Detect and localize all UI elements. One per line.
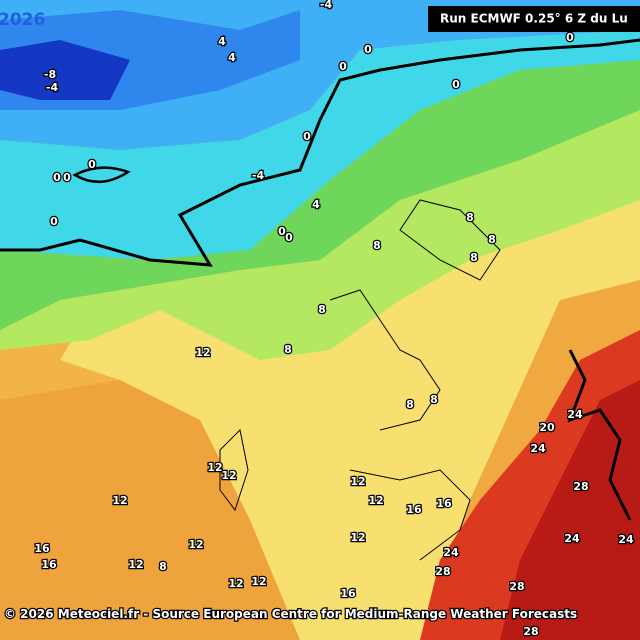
contour-label: 12 [368,494,383,507]
contour-label: 12 [112,494,127,507]
contour-label: 8 [159,560,167,573]
contour-label: 24 [564,532,580,545]
contour-label: 8 [406,398,414,411]
contour-label: 12 [251,575,266,588]
contour-label: 24 [443,546,459,559]
contour-label: 4 [228,51,236,64]
contour-label: 12 [195,346,210,359]
contour-label: 0 [53,171,61,184]
contour-label: 20 [539,421,555,434]
contour-label: 24 [530,442,546,455]
contour-label: 16 [34,542,50,555]
run-title: Run ECMWF 0.25° 6 Z du Lu [440,12,628,26]
contour-label: 24 [567,408,583,421]
contour-label: 12 [207,461,222,474]
contour-label: -4 [46,81,59,94]
contour-label: 28 [435,565,450,578]
contour-label: 8 [373,239,381,252]
contour-label: 8 [284,343,292,356]
contour-label: 8 [430,393,438,406]
contour-label: 8 [466,211,474,224]
contour-label: 28 [573,480,588,493]
contour-label: 8 [470,251,478,264]
year-stamp: 2026 [0,10,45,30]
contour-label: 16 [406,503,422,516]
contour-label: -4 [320,0,333,11]
contour-label: 12 [221,469,236,482]
contour-label: 28 [523,625,538,638]
contour-label: 12 [188,538,203,551]
contour-label: 0 [88,158,96,171]
contour-label: 0 [339,60,347,73]
contour-label: 16 [436,497,452,510]
contours [0,38,640,561]
contour-label: 8 [318,303,326,316]
contour-label: 16 [41,558,57,571]
contour-label: 0 [50,215,58,228]
contour-label: 12 [228,577,243,590]
header-box [428,6,640,32]
contour-label: 12 [128,558,143,571]
contour-label: 0 [452,78,460,91]
contour-label: 0 [566,31,574,44]
contour-label: 4 [218,35,226,48]
contour-label: 12 [350,531,365,544]
contour-label: 0 [278,225,286,238]
credits: © 2026 Meteociel.fr - Source European Ce… [4,607,577,621]
contour-label: 12 [350,475,365,488]
contour-label: 16 [340,587,356,600]
contour-label: 8 [488,233,496,246]
contour-label: 0 [63,171,71,184]
contour-label: 0 [364,43,372,56]
contour-label: 28 [509,580,524,593]
contour-label: -4 [252,169,265,182]
contour-label: 24 [618,533,634,546]
contour-label: -8 [44,68,56,81]
contour-label: 0 [285,231,293,244]
contour-label: 0 [303,130,311,143]
contour-label: 4 [312,198,320,211]
